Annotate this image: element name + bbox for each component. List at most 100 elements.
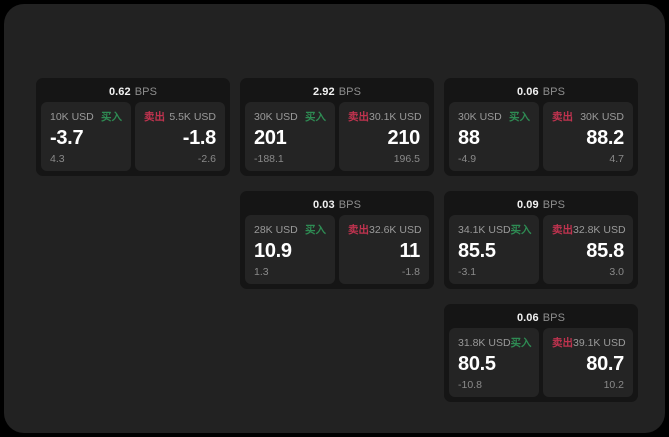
buy-panel[interactable]: 10K USD 买入 -3.7 4.3 bbox=[41, 102, 131, 171]
buy-side-label: 买入 bbox=[510, 224, 532, 236]
buy-panel-header: 30K USD 买入 bbox=[458, 109, 530, 123]
buy-size-label: 34.1K USD bbox=[458, 224, 511, 236]
sell-size-label: 32.6K USD bbox=[369, 224, 422, 236]
buy-delta: 4.3 bbox=[50, 152, 65, 165]
sell-panel[interactable]: 卖出 30K USD 88.2 4.7 bbox=[543, 102, 633, 171]
sell-panel-header: 卖出 30.1K USD bbox=[348, 109, 422, 123]
buy-panel[interactable]: 30K USD 买入 201 -188.1 bbox=[245, 102, 335, 171]
sell-panel-header: 卖出 30K USD bbox=[552, 109, 624, 123]
buy-price: -3.7 bbox=[50, 126, 84, 149]
card-header: 0.06 BPS bbox=[449, 83, 633, 102]
sell-panel[interactable]: 卖出 32.6K USD 11 -1.8 bbox=[339, 215, 429, 284]
buy-size-label: 28K USD bbox=[254, 224, 298, 236]
spread-card[interactable]: 0.06 BPS 31.8K USD 买入 80.5 -10.8 卖 bbox=[444, 304, 638, 402]
sell-panel-header: 卖出 5.5K USD bbox=[144, 109, 216, 123]
card-body: 31.8K USD 买入 80.5 -10.8 卖出 39.1K USD 80.… bbox=[449, 328, 633, 397]
buy-delta: 1.3 bbox=[254, 265, 269, 278]
buy-delta: -188.1 bbox=[254, 152, 284, 165]
bps-unit-label: BPS bbox=[338, 199, 362, 211]
buy-price: 10.9 bbox=[254, 239, 292, 262]
sell-delta: -1.8 bbox=[401, 265, 420, 278]
sell-panel-header: 卖出 39.1K USD bbox=[552, 335, 626, 349]
spread-card[interactable]: 0.06 BPS 30K USD 买入 88 -4.9 卖出 bbox=[444, 78, 638, 176]
spread-card[interactable]: 0.03 BPS 28K USD 买入 10.9 1.3 卖出 bbox=[240, 191, 434, 289]
buy-delta: -4.9 bbox=[458, 152, 477, 165]
bps-unit-label: BPS bbox=[338, 86, 362, 98]
bps-unit-label: BPS bbox=[542, 312, 566, 324]
bps-value: 0.03 bbox=[312, 199, 335, 211]
buy-side-label: 买入 bbox=[305, 224, 326, 236]
spread-card[interactable]: 0.09 BPS 34.1K USD 买入 85.5 -3.1 卖出 bbox=[444, 191, 638, 289]
sell-side-label: 卖出 bbox=[552, 337, 573, 349]
card-body: 10K USD 买入 -3.7 4.3 卖出 5.5K USD -1.8 -2.… bbox=[41, 102, 225, 171]
bps-unit-label: BPS bbox=[134, 86, 158, 98]
sell-side-label: 卖出 bbox=[552, 224, 573, 236]
bps-unit-label: BPS bbox=[542, 86, 566, 98]
sell-panel[interactable]: 卖出 30.1K USD 210 196.5 bbox=[339, 102, 429, 171]
column-right: 0.06 BPS 30K USD 买入 88 -4.9 卖出 bbox=[444, 78, 638, 402]
spread-card-board: 0.62 BPS 10K USD 买入 -3.7 4.3 卖出 bbox=[36, 78, 642, 402]
buy-side-label: 买入 bbox=[510, 337, 532, 349]
sell-side-label: 卖出 bbox=[348, 224, 369, 236]
buy-panel-header: 10K USD 买入 bbox=[50, 109, 122, 123]
buy-size-label: 10K USD bbox=[50, 111, 94, 123]
sell-price: 85.8 bbox=[586, 239, 624, 262]
sell-size-label: 30.1K USD bbox=[369, 111, 422, 123]
sell-price: 11 bbox=[399, 239, 420, 262]
buy-panel-header: 28K USD 买入 bbox=[254, 222, 326, 236]
bps-value: 0.06 bbox=[516, 312, 539, 324]
bps-value: 0.06 bbox=[516, 86, 539, 98]
card-body: 30K USD 买入 88 -4.9 卖出 30K USD 88.2 4.7 bbox=[449, 102, 633, 171]
buy-price: 80.5 bbox=[458, 352, 496, 375]
card-body: 34.1K USD 买入 85.5 -3.1 卖出 32.8K USD 85.8… bbox=[449, 215, 633, 284]
bps-value: 0.62 bbox=[108, 86, 131, 98]
sell-side-label: 卖出 bbox=[144, 111, 165, 123]
card-body: 30K USD 买入 201 -188.1 卖出 30.1K USD 210 1… bbox=[245, 102, 429, 171]
sell-size-label: 5.5K USD bbox=[169, 111, 216, 123]
sell-size-label: 32.8K USD bbox=[573, 224, 626, 236]
sell-panel[interactable]: 卖出 39.1K USD 80.7 10.2 bbox=[543, 328, 633, 397]
sell-size-label: 39.1K USD bbox=[573, 337, 626, 349]
sell-panel[interactable]: 卖出 5.5K USD -1.8 -2.6 bbox=[135, 102, 225, 171]
bps-unit-label: BPS bbox=[542, 199, 566, 211]
sell-delta: 3.0 bbox=[609, 265, 624, 278]
buy-panel-header: 30K USD 买入 bbox=[254, 109, 326, 123]
card-header: 0.09 BPS bbox=[449, 196, 633, 215]
buy-size-label: 30K USD bbox=[254, 111, 298, 123]
buy-size-label: 31.8K USD bbox=[458, 337, 511, 349]
buy-size-label: 30K USD bbox=[458, 111, 502, 123]
card-header: 0.03 BPS bbox=[245, 196, 429, 215]
sell-size-label: 30K USD bbox=[580, 111, 624, 123]
buy-panel[interactable]: 28K USD 买入 10.9 1.3 bbox=[245, 215, 335, 284]
sell-delta: 10.2 bbox=[603, 378, 624, 391]
card-header: 0.06 BPS bbox=[449, 309, 633, 328]
sell-price: 210 bbox=[387, 126, 421, 149]
buy-side-label: 买入 bbox=[509, 111, 530, 123]
sell-panel-header: 卖出 32.8K USD bbox=[552, 222, 626, 236]
sell-delta: -2.6 bbox=[197, 152, 216, 165]
spread-card[interactable]: 0.62 BPS 10K USD 买入 -3.7 4.3 卖出 bbox=[36, 78, 230, 176]
buy-panel-header: 31.8K USD 买入 bbox=[458, 335, 532, 349]
sell-side-label: 卖出 bbox=[348, 111, 369, 123]
sell-delta: 196.5 bbox=[393, 152, 420, 165]
sell-panel[interactable]: 卖出 32.8K USD 85.8 3.0 bbox=[543, 215, 633, 284]
sell-panel-header: 卖出 32.6K USD bbox=[348, 222, 422, 236]
column-middle: 2.92 BPS 30K USD 买入 201 -188.1 卖出 bbox=[240, 78, 434, 289]
sell-price: 80.7 bbox=[586, 352, 624, 375]
buy-side-label: 买入 bbox=[305, 111, 326, 123]
buy-panel[interactable]: 34.1K USD 买入 85.5 -3.1 bbox=[449, 215, 539, 284]
column-left: 0.62 BPS 10K USD 买入 -3.7 4.3 卖出 bbox=[36, 78, 230, 176]
bps-value: 2.92 bbox=[312, 86, 335, 98]
buy-panel[interactable]: 30K USD 买入 88 -4.9 bbox=[449, 102, 539, 171]
card-body: 28K USD 买入 10.9 1.3 卖出 32.6K USD 11 -1.8 bbox=[245, 215, 429, 284]
sell-price: 88.2 bbox=[586, 126, 624, 149]
buy-panel[interactable]: 31.8K USD 买入 80.5 -10.8 bbox=[449, 328, 539, 397]
card-header: 2.92 BPS bbox=[245, 83, 429, 102]
buy-price: 201 bbox=[254, 126, 287, 149]
sell-price: -1.8 bbox=[182, 126, 217, 149]
bps-value: 0.09 bbox=[516, 199, 539, 211]
buy-side-label: 买入 bbox=[101, 111, 122, 123]
app-root: 0.62 BPS 10K USD 买入 -3.7 4.3 卖出 bbox=[4, 4, 665, 433]
spread-card[interactable]: 2.92 BPS 30K USD 买入 201 -188.1 卖出 bbox=[240, 78, 434, 176]
buy-panel-header: 34.1K USD 买入 bbox=[458, 222, 532, 236]
